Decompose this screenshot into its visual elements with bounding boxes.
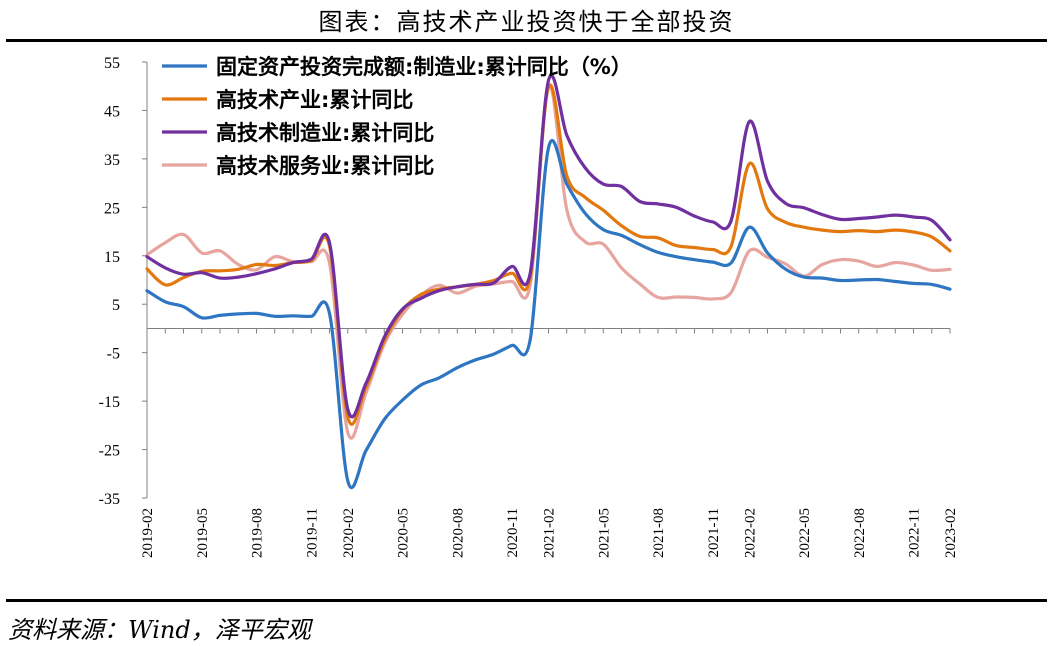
bottom-rule bbox=[6, 599, 1047, 602]
legend-label-2: 高技术制造业:累计同比 bbox=[216, 121, 434, 145]
x-tick-label: 2019-02 bbox=[140, 508, 156, 558]
x-tick-label: 2020-02 bbox=[341, 508, 357, 558]
y-tick-label: 15 bbox=[104, 249, 120, 266]
legend: 固定资产投资完成额:制造业:累计同比（%） 高技术产业:累计同比高技术制造业:累计… bbox=[162, 55, 632, 178]
x-tick-label: 2019-11 bbox=[304, 508, 320, 557]
source-note: 资料来源：Wind，泽平宏观 bbox=[8, 616, 311, 644]
x-tick-label: 2019-08 bbox=[250, 508, 266, 558]
axes: 55 45 35 25 15 5 -5 -15 -25 -35 2019-02 2019-05 2019… bbox=[99, 55, 959, 558]
series-layer bbox=[145, 74, 952, 490]
x-tick-label: 2021-08 bbox=[651, 508, 667, 558]
x-tick-label: 2020-11 bbox=[505, 508, 521, 557]
x-tick-label: 2022-08 bbox=[852, 508, 868, 558]
line-chart: 55 45 35 25 15 5 -5 -15 -25 -35 2019-02 2019-05 2019… bbox=[99, 55, 959, 558]
x-tick-label: 2020-08 bbox=[450, 508, 466, 558]
y-tick-label: -5 bbox=[107, 346, 120, 363]
y-tick-label: -25 bbox=[99, 443, 120, 460]
y-tick-label: 35 bbox=[104, 152, 120, 169]
x-tick-label: 2021-11 bbox=[706, 508, 722, 557]
y-tick-label: -15 bbox=[99, 394, 120, 411]
legend-label-0: 固定资产投资完成额:制造业:累计同比（%） bbox=[216, 55, 632, 79]
series-line-2 bbox=[145, 74, 952, 419]
y-tick-label: -35 bbox=[99, 491, 120, 508]
x-tick-label: 2023-02 bbox=[943, 508, 959, 558]
y-tick-label: 45 bbox=[104, 103, 120, 120]
legend-label-1: 高技术产业:累计同比 bbox=[216, 88, 413, 112]
x-tick-label: 2020-05 bbox=[396, 508, 412, 558]
x-tick-label: 2021-05 bbox=[596, 508, 612, 558]
series-line-0 bbox=[145, 138, 952, 490]
y-tick-label: 55 bbox=[104, 55, 120, 72]
legend-label-3: 高技术服务业:累计同比 bbox=[216, 154, 434, 178]
figure-title: 图表：高技术产业投资快于全部投资 bbox=[318, 8, 735, 36]
x-tick-label: 2019-05 bbox=[195, 508, 211, 558]
x-tick-label: 2022-11 bbox=[907, 508, 923, 557]
x-tick-label: 2021-02 bbox=[542, 508, 558, 558]
y-tick-label: 25 bbox=[104, 200, 120, 217]
top-rule bbox=[6, 39, 1047, 42]
y-tick-label: 5 bbox=[112, 297, 120, 314]
x-tick-label: 2022-05 bbox=[797, 508, 813, 558]
x-tick-label: 2022-02 bbox=[742, 508, 758, 558]
